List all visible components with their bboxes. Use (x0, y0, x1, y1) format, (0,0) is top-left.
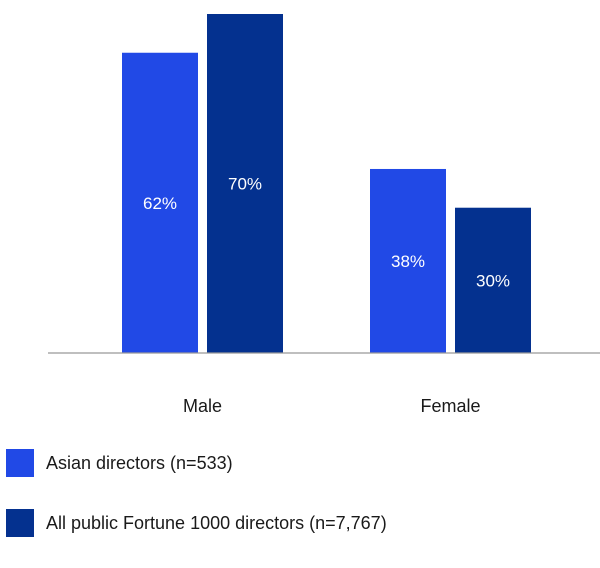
category-labels-group: Male Female (183, 396, 481, 416)
bar-female-series-1 (370, 168, 446, 353)
category-label-male: Male (183, 396, 222, 416)
legend-label-all-directors: All public Fortune 1000 directors (n=7,7… (46, 512, 387, 533)
bar-label-male-series-2: 70% (228, 175, 262, 194)
legend-item-all-directors: All public Fortune 1000 directors (n=7,7… (6, 508, 387, 538)
legend: Asian directors (n=533) All public Fortu… (6, 448, 387, 568)
bar-female-series-2 (455, 207, 531, 353)
bar-label-female-series-1: 38% (391, 252, 425, 271)
bar-labels-group: 62% 70% 38% 30% (143, 175, 510, 291)
bar-male-series-2 (207, 14, 283, 353)
legend-swatch-all-directors (6, 509, 34, 537)
legend-item-asian-directors: Asian directors (n=533) (6, 448, 387, 478)
bar-chart: 62% 70% 38% 30% Male Female (48, 14, 600, 416)
legend-swatch-asian-directors (6, 449, 34, 477)
bar-label-female-series-2: 30% (476, 271, 510, 290)
legend-label-asian-directors: Asian directors (n=533) (46, 452, 233, 473)
bar-male-series-1 (122, 52, 198, 353)
category-label-female: Female (420, 396, 480, 416)
bar-label-male-series-1: 62% (143, 194, 177, 213)
bars-group (122, 14, 531, 353)
